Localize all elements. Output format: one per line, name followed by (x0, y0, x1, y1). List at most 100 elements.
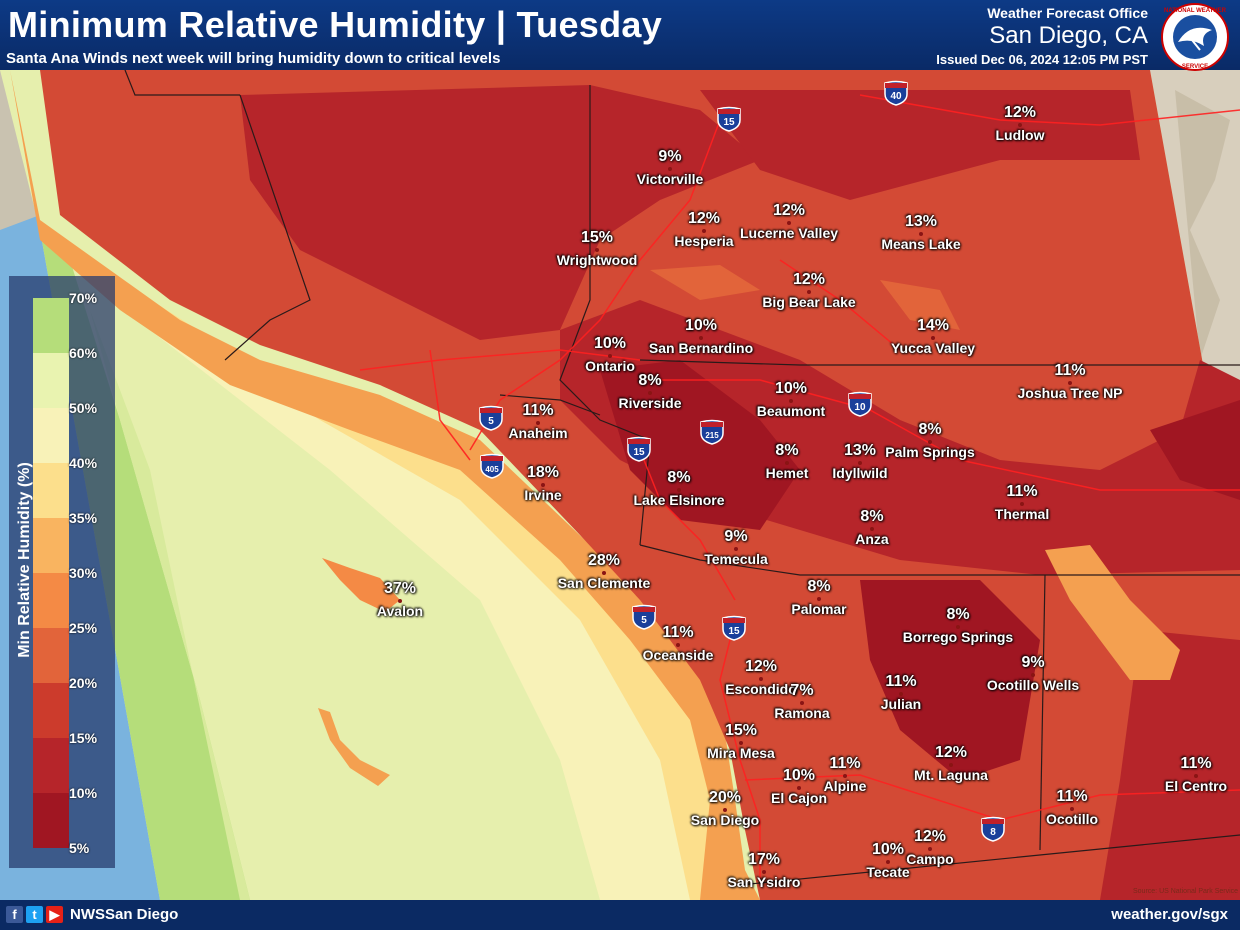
place-marker (536, 421, 540, 425)
interstate-shield-icon: 40 (884, 80, 908, 106)
humidity-value: 11% (829, 755, 861, 772)
place-label: 11% El Centro (1165, 755, 1227, 794)
place-label: 11% Thermal (995, 483, 1049, 522)
issued-timestamp: Issued Dec 06, 2024 12:05 PM PST (936, 52, 1148, 67)
humidity-value: 11% (1056, 788, 1088, 805)
place-label: 12% Big Bear Lake (762, 271, 855, 310)
place-label: 8% Lake Elsinore (633, 469, 724, 508)
humidity-value: 9% (724, 528, 748, 545)
place-name: Idyllwild (832, 465, 888, 481)
place-label: 12% Lucerne Valley (740, 202, 838, 241)
humidity-value: 10% (782, 767, 816, 784)
social-handle: NWSSan Diego (70, 906, 179, 923)
place-marker (949, 763, 953, 767)
place-label: 8% Hemet (766, 442, 809, 481)
place-label: 9% Ocotillo Wells (987, 654, 1079, 693)
humidity-value: 11% (1180, 755, 1212, 772)
source-credit: Source: US National Park Service (1133, 888, 1239, 895)
humidity-value: 37% (383, 580, 417, 597)
shield-number: 15 (728, 626, 740, 637)
place-marker (1018, 123, 1022, 127)
humidity-value: 11% (1054, 362, 1086, 379)
place-label: 12% Campo (906, 828, 953, 867)
place-label: 11% Anaheim (508, 402, 567, 441)
place-name: El Centro (1164, 778, 1228, 794)
humidity-value: 10% (593, 335, 627, 352)
place-name: Ocotillo (1045, 811, 1099, 827)
place-name: Mira Mesa (707, 745, 775, 761)
place-label: 13% Idyllwild (832, 442, 887, 481)
svg-text:SERVICE: SERVICE (1182, 64, 1208, 70)
place-label: 8% Riverside (618, 372, 681, 411)
place-label: 11% Ocotillo (1046, 788, 1098, 827)
humidity-legend: Min Relative Humidity (%) 70% 60% 50% 40% 35… (9, 276, 115, 868)
website-link[interactable]: weather.gov/sgx (1111, 906, 1228, 923)
legend-tick-label: 20% (69, 675, 98, 691)
humidity-value: 9% (658, 148, 682, 165)
facebook-icon[interactable]: f (6, 906, 23, 923)
place-label: 7% Ramona (774, 682, 829, 721)
place-label: 8% Palomar (791, 578, 846, 617)
humidity-value: 8% (807, 578, 831, 595)
humidity-value: 12% (934, 744, 968, 761)
place-label: 12% Mt. Laguna (914, 744, 988, 783)
place-label: 10% Ontario (585, 335, 635, 374)
place-name: Avalon (376, 603, 424, 619)
place-marker (843, 774, 847, 778)
place-marker (870, 527, 874, 531)
legend-swatch (33, 518, 69, 573)
humidity-value: 12% (744, 658, 778, 675)
legend-tick-label: 70% (69, 290, 98, 306)
place-marker (787, 221, 791, 225)
place-label: 8% Anza (855, 508, 888, 547)
legend-swatch (33, 738, 69, 793)
shield-number: 15 (723, 117, 735, 128)
twitter-icon[interactable]: t (26, 906, 43, 923)
place-marker (677, 488, 681, 492)
humidity-value: 10% (684, 317, 718, 334)
humidity-value: 9% (1021, 654, 1045, 671)
place-label: 18% Irvine (524, 464, 561, 503)
youtube-icon[interactable]: ▶ (46, 906, 63, 923)
map-title: Minimum Relative Humidity | Tuesday (8, 4, 663, 45)
place-marker (797, 786, 801, 790)
place-name: Palm Springs (885, 444, 975, 460)
place-name: Hesperia (674, 233, 734, 249)
humidity-value: 7% (790, 682, 814, 699)
place-name: Wrightwood (556, 252, 638, 268)
place-marker (956, 625, 960, 629)
place-label: 12% Ludlow (996, 104, 1045, 143)
place-marker (541, 483, 545, 487)
legend-swatch (33, 298, 69, 353)
place-marker (789, 399, 793, 403)
place-label: 15% Wrightwood (557, 229, 638, 268)
interstate-shield-icon: 405 (480, 453, 504, 479)
place-name: Julian (880, 696, 922, 712)
place-name: Big Bear Lake (762, 294, 856, 310)
humidity-value: 10% (871, 841, 905, 858)
place-name: Joshua Tree NP (1017, 385, 1123, 401)
legend-swatch (33, 628, 69, 683)
place-marker (1031, 673, 1035, 677)
place-marker (919, 232, 923, 236)
place-name: Ontario (585, 358, 635, 374)
legend-tick-label: 15% (69, 730, 98, 746)
place-name: San Clemente (557, 575, 651, 591)
legend-tick-label: 25% (69, 620, 98, 636)
legend-tick-label: 30% (69, 565, 98, 581)
place-marker (928, 847, 932, 851)
humidity-value: 8% (860, 508, 884, 525)
humidity-value: 15% (580, 229, 614, 246)
shield-number: 405 (485, 465, 499, 474)
place-label: 11% Alpine (824, 755, 867, 794)
place-label: 10% Beaumont (757, 380, 825, 419)
place-name: Yucca Valley (890, 340, 976, 356)
interstate-shield-icon: 10 (848, 391, 872, 417)
place-label: 11% Oceanside (643, 624, 714, 663)
place-label: 14% Yucca Valley (891, 317, 975, 356)
humidity-value: 12% (772, 202, 806, 219)
place-label: 28% San Clemente (558, 552, 651, 591)
humidity-value: 20% (708, 789, 742, 806)
interstate-shield-icon: 5 (479, 405, 503, 431)
